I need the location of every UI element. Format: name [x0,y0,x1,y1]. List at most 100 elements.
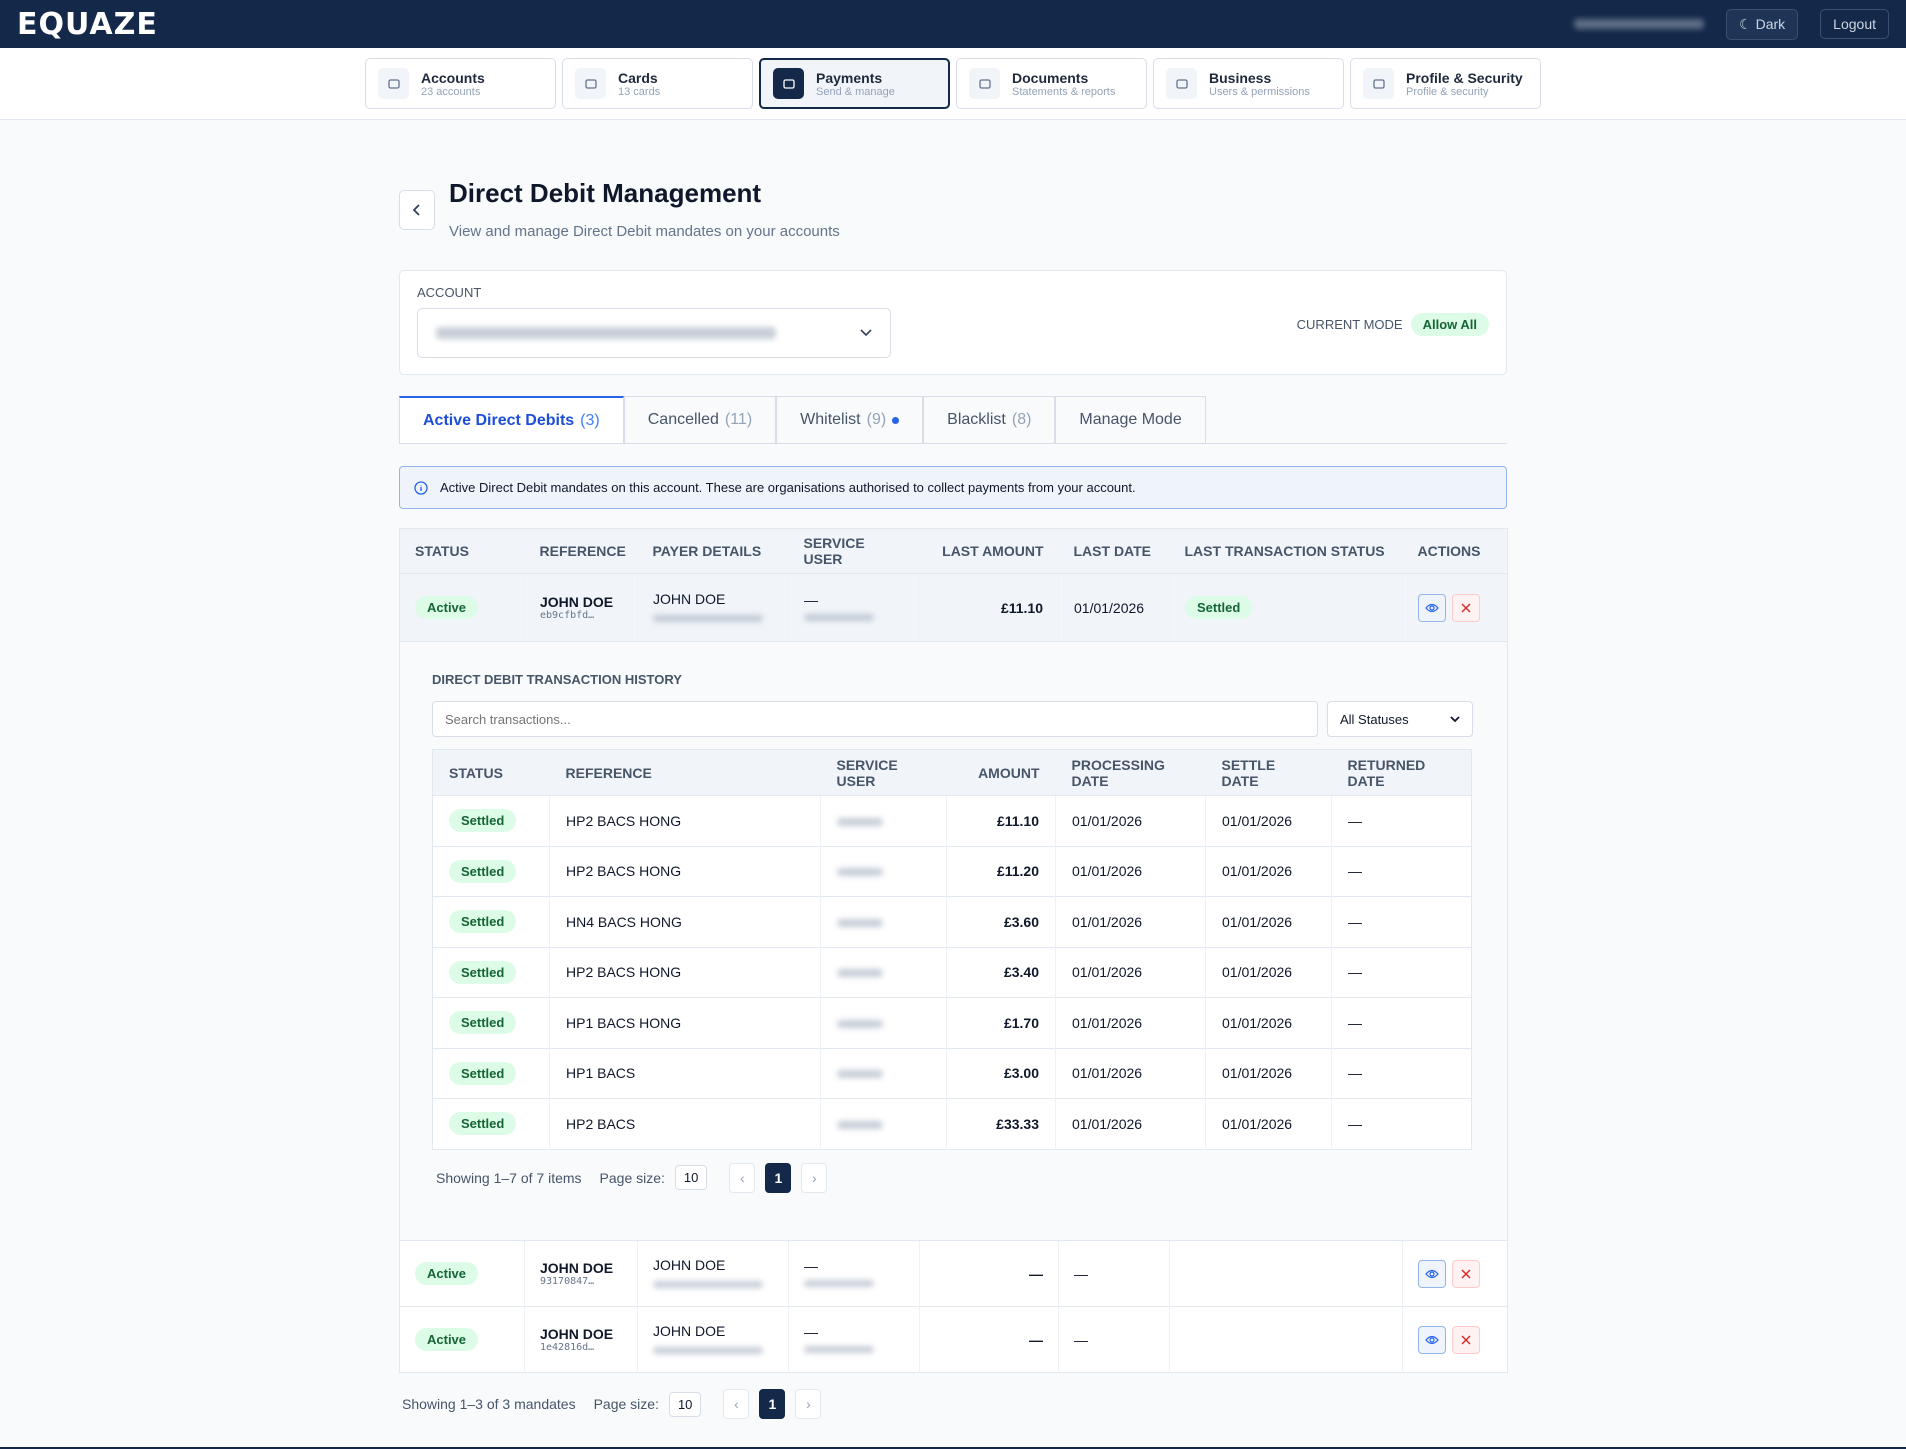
transaction-row: Settled HP2 BACS HONG £11.20 01/01/2026 01/0… [432,845,1472,897]
status-cell: Settled [432,946,550,998]
processing-date: 01/01/2026 [1055,1047,1206,1099]
tabs: Active Direct Debits (3) Cancelled (11) Whit… [399,396,1507,444]
column-header: PAYER DETAILS [637,528,789,574]
cancel-button[interactable] [1452,1325,1480,1354]
service-user-id [804,1279,874,1287]
view-button[interactable] [1418,1259,1446,1288]
expanded-row: DIRECT DEBIT TRANSACTION HISTORY All Stat… [399,641,1508,1241]
page-size-select[interactable]: 10 [674,1165,708,1190]
last-date: — [1058,1306,1170,1373]
nav-icon [1363,68,1394,99]
top-actions: ☾ Dark Logout [1574,8,1889,40]
actions-cell [1402,1240,1508,1307]
column-header: LAST DATE [1058,528,1170,574]
processing-date: 01/01/2026 [1055,997,1206,1048]
status-badge: Active [415,596,479,619]
tab-label: Blacklist [947,411,1006,428]
history-cell: DIRECT DEBIT TRANSACTION HISTORY All Stat… [399,641,1508,1241]
nav-label: Accounts [421,69,485,86]
processing-date: 01/01/2026 [1055,896,1206,947]
column-header: ACTIONS [1402,528,1508,574]
nav-sub: 13 cards [618,85,661,98]
tab[interactable]: Cancelled (11) [623,396,777,443]
nav-label: Business [1209,69,1272,86]
reference: JOHN DOE [540,594,614,610]
page-size-select[interactable]: 10 [668,1391,702,1417]
tab[interactable]: Blacklist (8) [923,396,1056,443]
page-size-label: Page size: [599,1169,665,1186]
status-cell: Settled [432,845,550,897]
nav-tab[interactable]: Business Users & permissions [1153,58,1344,109]
service-user-cell [820,997,947,1048]
nav-text: Accounts 23 accounts [421,70,485,98]
mandate-row: Active JOHN DOE 1e42816d… JOHN DOE — — — [399,1306,1508,1373]
tab[interactable]: Active Direct Debits (3) [399,396,624,443]
returned-date: — [1331,997,1472,1048]
theme-button[interactable]: ☾ Dark [1726,8,1799,40]
tab[interactable]: Whitelist (9) [776,396,924,443]
transaction-row: Settled HP1 BACS HONG £1.70 01/01/2026 01/01… [432,997,1472,1048]
view-button[interactable] [1418,593,1446,622]
info-text: Active Direct Debit mandates on this acc… [440,480,1136,495]
nav-tab[interactable]: Profile & Security Profile & security [1350,58,1541,109]
nav-text: Business Users & permissions [1209,70,1310,98]
status-cell: Active [399,573,525,642]
status-badge: Active [415,1262,479,1285]
view-button[interactable] [1418,1325,1446,1354]
nav-tab[interactable]: Documents Statements & reports [956,58,1147,109]
status-filter-value: All Statuses [1340,711,1409,727]
account-select[interactable] [417,308,891,358]
nav-tab[interactable]: Accounts 23 accounts [365,58,556,109]
theme-label: Dark [1755,15,1786,32]
prev-page[interactable]: ‹ [729,1162,756,1193]
column-header: LAST TRANSACTION STATUS [1169,528,1403,574]
service-user-id [804,613,874,621]
page-size-label: Page size: [593,1396,659,1412]
service-user-cell: — [788,1240,920,1307]
service-user-cell: — [788,573,920,642]
reference-cell: JOHN DOE 93170847… [524,1240,638,1307]
search-input[interactable] [432,701,1318,737]
prev-page[interactable]: ‹ [723,1389,750,1419]
nav-label: Profile & Security [1406,69,1523,86]
status-badge: Settled [1185,596,1253,619]
amount: £3.60 [946,896,1056,947]
cancel-button[interactable] [1452,593,1480,622]
tab-count: (9) [866,411,887,428]
tab[interactable]: Manage Mode [1055,396,1206,443]
page-number[interactable]: 1 [759,1389,786,1419]
returned-date: — [1331,1047,1472,1099]
status-badge: Settled [449,1011,517,1035]
tab-label: Manage Mode [1079,411,1182,428]
cancel-button[interactable] [1452,1259,1480,1288]
mandate-row: Active JOHN DOE eb9cfbfd… JOHN DOE — £11.10 01… [399,573,1508,642]
last-amount: — [919,1306,1059,1373]
column-header: SERVICE USER [820,749,947,796]
status-cell: Settled [432,1098,550,1149]
status-cell: Settled [432,795,550,846]
status-cell: Settled [432,997,550,1048]
last-date: 01/01/2026 [1058,573,1170,642]
returned-date: — [1331,1098,1472,1149]
page-number[interactable]: 1 [765,1162,792,1193]
back-button[interactable] [399,190,435,230]
transaction-row: Settled HP2 BACS HONG £11.10 01/01/2026 01/0… [432,795,1472,846]
settle-date: 01/01/2026 [1205,997,1332,1048]
next-page[interactable]: › [801,1162,828,1193]
returned-date: — [1331,946,1472,998]
payer-cell: JOHN DOE [637,1240,789,1307]
status-cell: Active [399,1240,525,1307]
search-row: All Statuses [432,701,1474,737]
top-bar: EQUAZE ☾ Dark Logout [0,0,1906,48]
last-status-cell [1169,1240,1403,1307]
tab-label: Active Direct Debits [423,411,575,429]
status-filter[interactable]: All Statuses [1327,701,1473,737]
history-pagination: Showing 1–7 of 7 items Page size: 10 ‹ 1 › [432,1162,1474,1193]
logout-button[interactable]: Logout [1820,9,1889,39]
payer-account [653,1346,763,1354]
next-page[interactable]: › [795,1389,822,1419]
nav-tab[interactable]: Payments Send & manage [759,58,950,109]
column-header: STATUS [399,528,525,574]
account-value [436,327,776,339]
nav-tab[interactable]: Cards 13 cards [562,58,753,109]
